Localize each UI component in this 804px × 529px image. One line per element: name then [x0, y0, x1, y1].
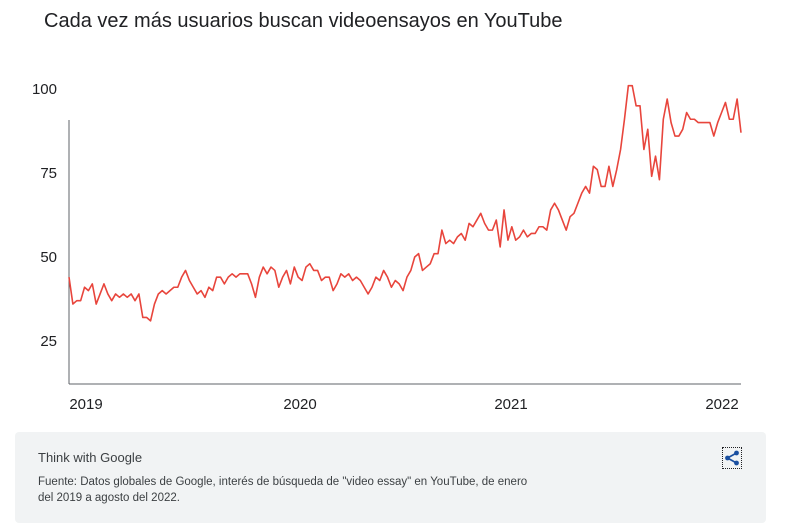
- x-tick-label: 2021: [494, 396, 527, 413]
- y-tick-label: 25: [40, 333, 57, 350]
- x-tick-label: 2019: [69, 396, 102, 413]
- y-tick-label: 100: [32, 81, 57, 98]
- line-chart: 100 75 50 25 2019 2020 2021 2022: [32, 81, 742, 413]
- x-tick-label: 2020: [283, 396, 316, 413]
- series-group: [68, 84, 742, 322]
- source-text: Fuente: Datos globales de Google, interé…: [38, 476, 528, 504]
- share-button[interactable]: [722, 447, 742, 469]
- series-line: [68, 84, 742, 322]
- x-axis-ticks: 2019 2020 2021 2022: [69, 396, 738, 413]
- x-tick-label: 2022: [705, 396, 738, 413]
- brand-label: Think with Google: [38, 450, 143, 465]
- chart-title: Cada vez más usuarios buscan videoensayo…: [44, 10, 563, 32]
- y-axis-ticks: 100 75 50 25: [32, 81, 57, 350]
- source-card: Think with Google Fuente: Datos globales…: [15, 432, 766, 523]
- y-tick-label: 50: [40, 249, 57, 266]
- share-icon: [725, 450, 739, 466]
- y-tick-label: 75: [40, 165, 57, 182]
